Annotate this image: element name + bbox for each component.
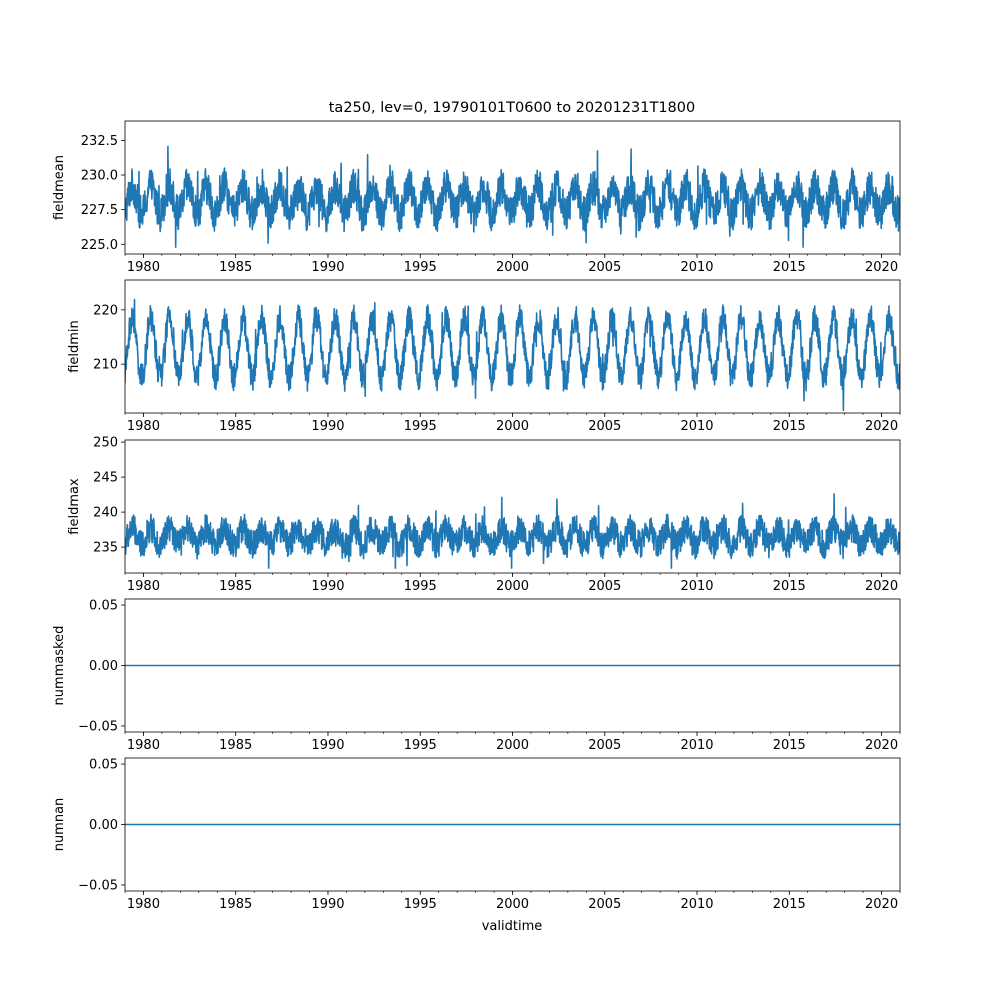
x-tick-label: 1980 xyxy=(127,738,160,753)
y-axis-label-numnan: numnan xyxy=(52,798,67,852)
x-tick-label: 2005 xyxy=(588,419,621,434)
y-tick-label: 0.00 xyxy=(89,818,118,833)
x-tick-label: 1985 xyxy=(219,897,252,912)
y-tick-label: 0.05 xyxy=(89,758,118,773)
y-axis-label-fieldmax: fieldmax xyxy=(67,478,82,535)
x-tick-label: 2000 xyxy=(496,897,529,912)
x-tick-label: 2015 xyxy=(773,897,806,912)
series-line-fieldmean xyxy=(125,145,900,248)
x-tick-label: 1995 xyxy=(404,579,437,594)
x-tick-label: 2010 xyxy=(680,260,713,275)
x-axis-label: validtime xyxy=(482,919,543,934)
x-tick-label: 1990 xyxy=(311,260,344,275)
y-tick-label: 230.0 xyxy=(81,169,118,184)
y-tick-label: 225.0 xyxy=(81,238,118,253)
x-tick-label: 2000 xyxy=(496,738,529,753)
x-tick-label: 2020 xyxy=(865,419,898,434)
x-tick-label: 2020 xyxy=(865,260,898,275)
x-tick-label: 2000 xyxy=(496,419,529,434)
subplot-fieldmin: 1980 1985 1990 1995 2000 2005 2010 2015 2020 210 2… xyxy=(67,279,901,434)
x-tick-label: 2005 xyxy=(588,897,621,912)
x-tick-label: 2015 xyxy=(773,579,806,594)
x-tick-label: 1995 xyxy=(404,897,437,912)
y-tick-label: 235 xyxy=(93,541,118,556)
x-tick-label: 2020 xyxy=(865,738,898,753)
x-tick-label: 2020 xyxy=(865,579,898,594)
x-tick-label: 2000 xyxy=(496,579,529,594)
y-tick-label: 240 xyxy=(93,506,118,521)
y-tick-label: −0.05 xyxy=(78,878,118,893)
x-tick-label: 1990 xyxy=(311,579,344,594)
x-tick-label: 2010 xyxy=(680,579,713,594)
x-tick-label: 2005 xyxy=(588,579,621,594)
y-tick-label: 220 xyxy=(93,303,118,318)
figure-title: ta250, lev=0, 19790101T0600 to 20201231T… xyxy=(329,100,696,116)
y-tick-label: 227.5 xyxy=(81,203,118,218)
x-tick-label: 2015 xyxy=(773,260,806,275)
subplot-panels: 1980 1985 1990 1995 2000 2005 2010 2015 2020 225.… xyxy=(52,120,901,912)
x-tick-label: 1995 xyxy=(404,419,437,434)
x-tick-label: 1995 xyxy=(404,260,437,275)
series-line-fieldmin xyxy=(125,298,900,411)
x-tick-label: 2015 xyxy=(773,419,806,434)
x-tick-label: 1980 xyxy=(127,579,160,594)
subplot-fieldmax: 1980 1985 1990 1995 2000 2005 2010 2015 2020 235 2… xyxy=(67,436,901,594)
x-tick-label: 1995 xyxy=(404,738,437,753)
x-tick-label: 1980 xyxy=(127,897,160,912)
subplot-numnan: 1980 1985 1990 1995 2000 2005 2010 2015 2020 −0.0… xyxy=(52,758,901,912)
x-tick-label: 2005 xyxy=(588,738,621,753)
y-tick-label: −0.05 xyxy=(78,719,118,734)
x-tick-label: 1990 xyxy=(311,897,344,912)
x-tick-label: 2000 xyxy=(496,260,529,275)
x-tick-label: 1990 xyxy=(311,738,344,753)
subplot-fieldmean: 1980 1985 1990 1995 2000 2005 2010 2015 2020 225.… xyxy=(52,120,901,275)
x-tick-label: 1985 xyxy=(219,260,252,275)
x-tick-label: 2005 xyxy=(588,260,621,275)
x-tick-label: 2010 xyxy=(680,419,713,434)
y-tick-label: 250 xyxy=(93,436,118,451)
y-tick-label: 245 xyxy=(93,471,118,486)
y-tick-label: 232.5 xyxy=(81,134,118,149)
x-tick-label: 2015 xyxy=(773,738,806,753)
x-tick-label: 1980 xyxy=(127,419,160,434)
y-tick-label: 0.05 xyxy=(89,599,118,614)
y-axis-label-fieldmean: fieldmean xyxy=(52,155,67,220)
x-tick-label: 2010 xyxy=(680,738,713,753)
x-tick-label: 1990 xyxy=(311,419,344,434)
x-tick-label: 1980 xyxy=(127,260,160,275)
x-tick-label: 1985 xyxy=(219,738,252,753)
x-tick-label: 1985 xyxy=(219,419,252,434)
y-tick-label: 210 xyxy=(93,358,118,373)
subplot-nummasked: 1980 1985 1990 1995 2000 2005 2010 2015 2020 −0.0… xyxy=(52,599,901,753)
series-line-fieldmax xyxy=(125,493,900,569)
x-tick-label: 2020 xyxy=(865,897,898,912)
x-tick-label: 1985 xyxy=(219,579,252,594)
y-tick-label: 0.00 xyxy=(89,659,118,674)
x-tick-label: 2010 xyxy=(680,897,713,912)
y-axis-label-nummasked: nummasked xyxy=(52,626,67,706)
y-axis-label-fieldmin: fieldmin xyxy=(67,320,82,373)
